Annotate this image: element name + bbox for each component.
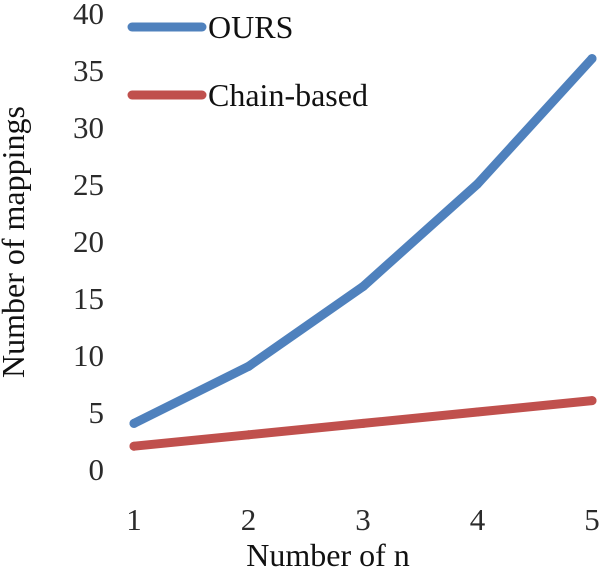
data-point-chain-based-5 [587, 396, 597, 406]
y-tick-label: 40 [73, 0, 104, 31]
x-axis-ticks: 1 2 3 4 5 [126, 502, 600, 537]
legend: OURS Chain-based [127, 9, 368, 113]
x-tick-label: 1 [126, 502, 142, 537]
y-axis-ticks: 0 5 10 15 20 25 30 35 40 [73, 0, 104, 487]
x-tick-label: 4 [470, 502, 486, 537]
data-point-chain-based-1 [129, 441, 139, 451]
x-axis-title: Number of n [246, 537, 410, 573]
data-point-ours-2 [244, 361, 253, 371]
y-tick-label: 5 [89, 395, 105, 430]
data-point-ours-5 [587, 54, 597, 64]
y-tick-label: 0 [89, 452, 105, 487]
x-tick-label: 2 [241, 502, 257, 537]
y-tick-label: 35 [73, 53, 104, 88]
legend-label-ours: OURS [208, 9, 293, 45]
y-tick-label: 25 [73, 167, 104, 202]
y-tick-label: 30 [73, 110, 104, 145]
y-tick-label: 15 [73, 281, 104, 316]
y-axis-title: Number of mappings [0, 106, 31, 378]
x-tick-label: 5 [584, 502, 600, 537]
data-point-chain-based-3 [358, 418, 368, 428]
data-point-ours-4 [473, 179, 482, 189]
y-tick-label: 10 [73, 338, 104, 373]
data-point-chain-based-4 [473, 407, 482, 417]
series-line-ours [129, 54, 597, 428]
data-point-ours-1 [129, 418, 139, 428]
series-layer [129, 54, 597, 451]
y-tick-label: 20 [73, 224, 104, 259]
data-point-chain-based-2 [244, 430, 253, 440]
x-tick-label: 3 [355, 502, 371, 537]
data-point-ours-3 [358, 282, 368, 292]
legend-label-chain-based: Chain-based [208, 77, 368, 113]
